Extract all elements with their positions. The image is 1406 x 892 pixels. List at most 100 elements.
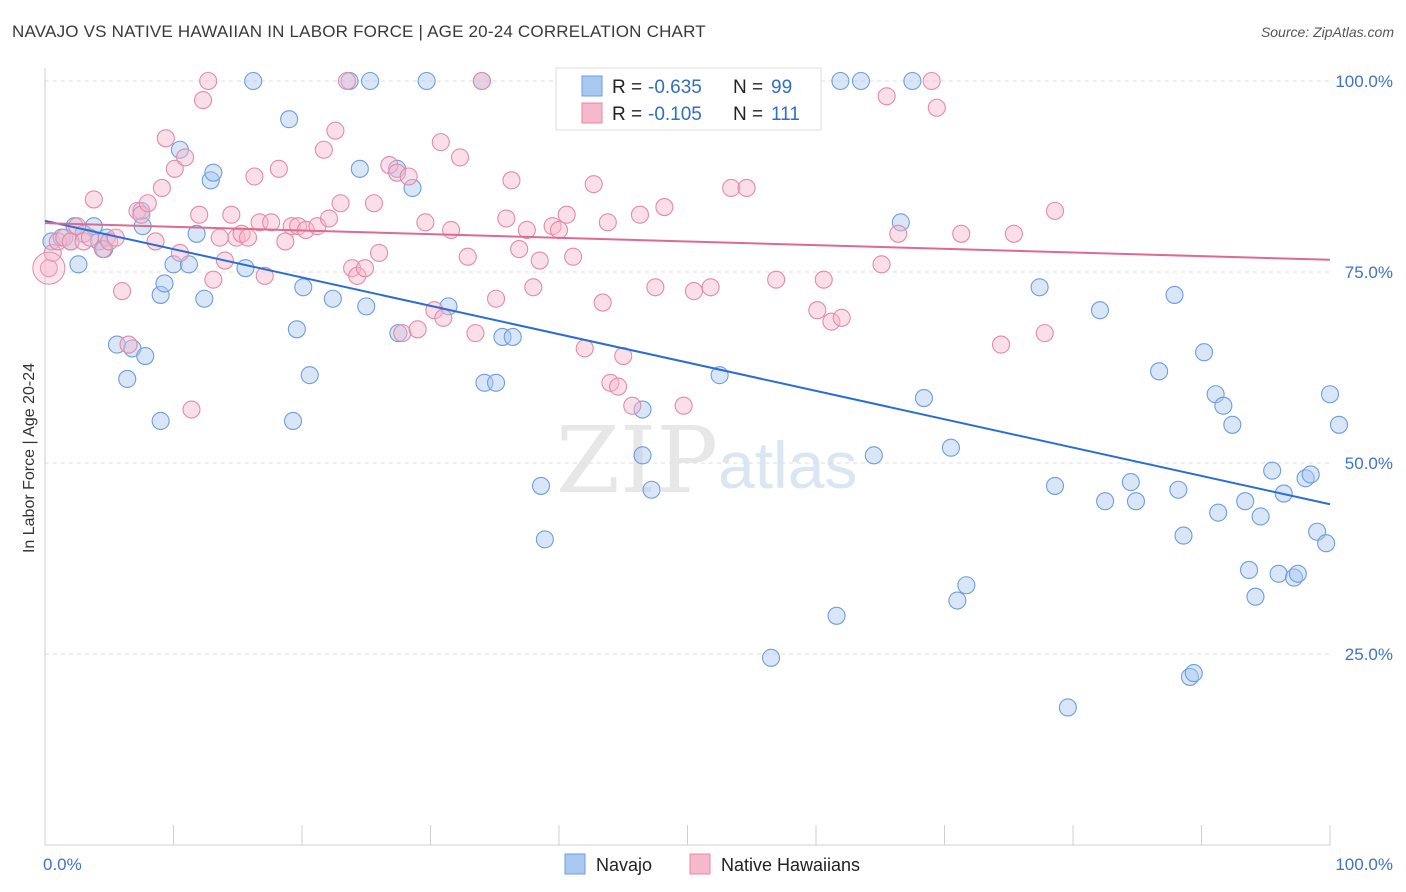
point-1-79 [575, 339, 594, 358]
point-1-0 [39, 259, 58, 278]
legend-swatch-native-hawaiians [581, 102, 603, 124]
point-0-23 [195, 289, 214, 308]
point-0-93 [1288, 564, 1307, 583]
legend-n-value-navajo: 99 [771, 77, 792, 98]
point-1-80 [584, 175, 603, 194]
point-1-95 [767, 270, 786, 289]
point-1-58 [408, 320, 427, 339]
point-1-87 [630, 205, 650, 224]
point-0-49 [535, 530, 554, 549]
point-0-80 [1195, 343, 1214, 362]
point-1-98 [822, 312, 841, 331]
point-1-84 [609, 377, 628, 396]
watermark-zip: ZIP [556, 407, 718, 514]
point-0-13 [132, 201, 151, 220]
point-0-55 [761, 648, 781, 667]
point-0-17 [151, 285, 170, 304]
point-0-22 [187, 224, 206, 243]
point-1-91 [684, 282, 703, 301]
point-1-16 [138, 194, 157, 213]
point-0-79 [1184, 664, 1203, 683]
point-1-97 [814, 270, 833, 289]
point-0-64 [941, 438, 960, 457]
point-1-4 [61, 232, 80, 251]
point-1-66 [466, 324, 485, 343]
point-0-82 [1209, 503, 1228, 522]
point-1-48 [337, 71, 357, 91]
point-0-83 [1214, 396, 1233, 415]
point-0-29 [283, 411, 303, 431]
bottom-legend-label-navajo: Navajo [596, 855, 652, 875]
point-0-16 [151, 411, 170, 431]
point-1-47 [331, 194, 350, 213]
point-1-86 [623, 396, 642, 415]
point-1-101 [877, 87, 896, 106]
legend-r-value-navajo: -0.635 [648, 77, 702, 98]
point-1-106 [991, 335, 1011, 354]
point-0-19 [164, 255, 183, 274]
point-0-86 [1239, 560, 1259, 580]
legend-swatch-navajo [581, 75, 603, 97]
point-1-44 [314, 140, 333, 159]
point-1-69 [497, 209, 516, 228]
legend-r-value-native-hawaiians: -0.105 [648, 104, 702, 125]
point-0-73 [1126, 492, 1146, 511]
point-1-53 [370, 243, 389, 262]
point-0-75 [1165, 285, 1184, 304]
point-1-105 [952, 224, 971, 243]
point-0-66 [957, 576, 976, 595]
point-1-96 [808, 301, 827, 320]
point-1-81 [593, 293, 612, 312]
point-1-65 [458, 247, 477, 266]
point-0-99 [1329, 415, 1349, 434]
point-1-76 [549, 220, 569, 240]
point-0-18 [155, 274, 174, 293]
point-0-88 [1251, 507, 1270, 526]
point-1-78 [564, 247, 583, 266]
point-0-26 [236, 259, 255, 278]
bottom-legend-swatch-navajo [564, 853, 586, 875]
point-1-108 [1035, 324, 1054, 343]
point-1-26 [199, 71, 218, 91]
point-1-8 [84, 190, 103, 209]
point-0-69 [1058, 698, 1077, 717]
point-0-95 [1301, 465, 1320, 484]
y-tick-label-2: 75.0% [1345, 263, 1393, 282]
point-0-60 [864, 446, 883, 465]
point-0-59 [851, 71, 871, 91]
point-0-76 [1169, 480, 1188, 499]
point-1-67 [472, 71, 491, 91]
point-1-68 [486, 289, 506, 308]
point-1-15 [132, 205, 151, 224]
point-1-63 [442, 220, 461, 240]
point-0-32 [300, 366, 319, 385]
point-0-70 [1090, 301, 1110, 320]
legend: R = -0.635 N = 99 R = -0.105 N = 111 [555, 67, 822, 131]
point-1-104 [927, 98, 946, 117]
axes [44, 68, 1331, 846]
point-1-57 [399, 167, 418, 186]
point-1-64 [451, 148, 470, 167]
point-0-39 [389, 324, 408, 343]
point-0-25 [204, 163, 223, 182]
point-0-61 [891, 213, 910, 232]
y-axis-label: In Labor Force | Age 20-24 [21, 363, 38, 553]
point-1-24 [190, 205, 209, 224]
point-1-12 [113, 282, 132, 301]
point-0-57 [827, 606, 846, 625]
point-1-74 [530, 251, 549, 270]
point-0-71 [1096, 492, 1115, 511]
point-0-41 [417, 71, 436, 91]
point-0-52 [642, 480, 661, 499]
point-1-33 [238, 228, 258, 247]
point-0-37 [361, 71, 380, 91]
point-1-45 [319, 209, 339, 228]
point-0-84 [1223, 415, 1242, 434]
point-1-61 [431, 133, 450, 152]
x-tick-label-1: 100.0% [1335, 855, 1393, 874]
point-0-97 [1317, 534, 1336, 553]
y-tick-label-0: 25.0% [1345, 645, 1393, 664]
point-1-103 [922, 71, 941, 91]
point-1-28 [210, 228, 229, 247]
